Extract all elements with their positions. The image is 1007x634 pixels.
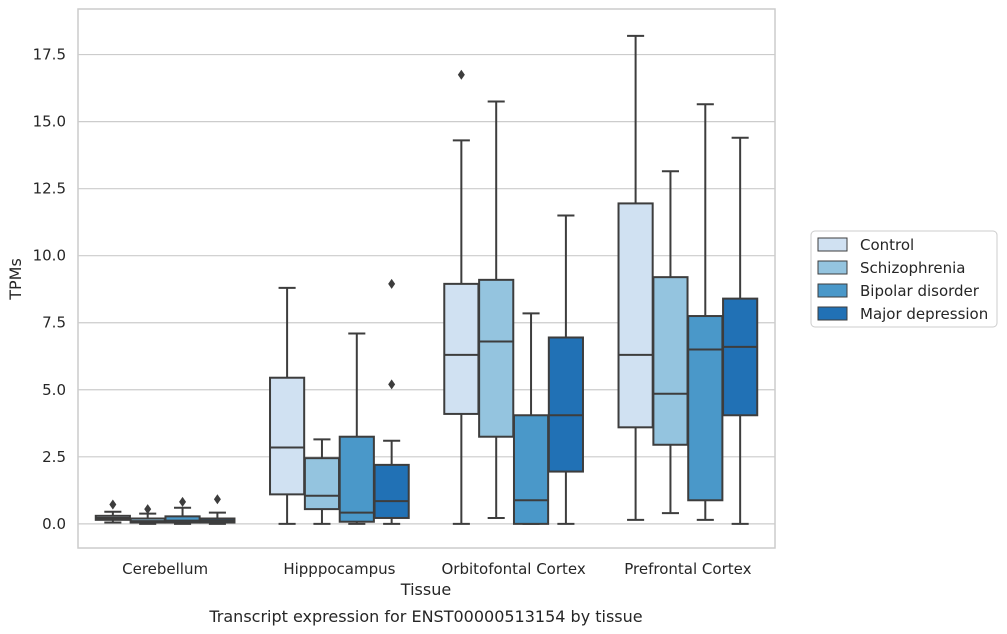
- box-plot-area: [94, 34, 759, 525]
- box-schizophrenia: [652, 170, 689, 515]
- box-iqr: [338, 435, 375, 523]
- box-iqr: [269, 376, 306, 496]
- box-control: [617, 34, 654, 521]
- outlier-point: [109, 499, 117, 510]
- box-schizophrenia: [129, 504, 166, 525]
- y-tick-label: 17.5: [33, 46, 66, 64]
- box-iqr: [512, 414, 550, 525]
- x-axis-label: Tissue: [400, 580, 451, 599]
- box-iqr: [373, 463, 410, 519]
- box-bipolar-disorder: [512, 312, 550, 525]
- chart-caption: Transcript expression for ENST0000051315…: [208, 607, 642, 626]
- box-iqr: [722, 297, 759, 417]
- box-major-depression: [199, 494, 236, 525]
- legend-swatch: [817, 237, 848, 252]
- box-iqr: [687, 315, 724, 502]
- legend-label: Major depression: [860, 305, 988, 323]
- y-tick-label: 2.5: [42, 448, 66, 466]
- legend: Control Schizophrenia Bipolar disorder Majo…: [810, 230, 998, 328]
- box-iqr: [303, 457, 341, 511]
- legend-swatch: [817, 260, 848, 275]
- legend-label: Schizophrenia: [860, 259, 965, 277]
- box-iqr: [617, 202, 654, 429]
- outlier-point: [457, 69, 465, 80]
- box-bipolar-disorder: [164, 496, 201, 525]
- outlier-point: [179, 496, 187, 507]
- box-iqr: [547, 336, 584, 473]
- legend-label: Control: [860, 236, 914, 254]
- box-control: [443, 69, 480, 525]
- outlier-point: [388, 278, 396, 289]
- y-tick-label: 12.5: [33, 180, 66, 198]
- legend-swatch: [817, 306, 848, 321]
- box-major-depression: [373, 278, 410, 525]
- outlier-point: [144, 504, 152, 515]
- y-tick-label: 10.0: [33, 247, 66, 265]
- plot-frame: [77, 8, 776, 549]
- grid-lines: [78, 53, 775, 525]
- y-axis-ticks: 0.0 2.5 5.0 7.5 10.0 12.5 15.0 17.5: [33, 46, 66, 533]
- y-tick-label: 0.0: [42, 515, 66, 533]
- x-tick-label: Hipppocampus: [283, 560, 395, 578]
- box-iqr: [443, 282, 480, 415]
- box-bipolar-disorder: [687, 103, 724, 521]
- x-tick-label: Orbitofontal Cortex: [442, 560, 586, 578]
- y-tick-label: 15.0: [33, 113, 66, 131]
- box-control: [269, 286, 306, 525]
- box-iqr: [478, 278, 515, 438]
- outlier-point: [213, 494, 221, 505]
- x-tick-label: Cerebellum: [122, 560, 208, 578]
- box-major-depression: [547, 214, 584, 525]
- x-tick-label: Prefrontal Cortex: [624, 560, 751, 578]
- y-tick-label: 7.5: [42, 314, 66, 332]
- box-iqr: [652, 276, 689, 446]
- box-bipolar-disorder: [338, 332, 375, 525]
- y-tick-label: 5.0: [42, 381, 66, 399]
- box-schizophrenia: [478, 100, 515, 519]
- legend-label: Bipolar disorder: [860, 282, 980, 300]
- x-axis-ticks: Cerebellum Hipppocampus Orbitofontal Corte…: [122, 560, 751, 578]
- outlier-point: [388, 379, 396, 390]
- box-control: [94, 499, 131, 524]
- y-axis-label: TPMs: [6, 258, 25, 301]
- box-major-depression: [722, 136, 759, 525]
- box-schizophrenia: [303, 438, 341, 525]
- legend-frame: [810, 230, 998, 328]
- legend-swatch: [817, 283, 848, 298]
